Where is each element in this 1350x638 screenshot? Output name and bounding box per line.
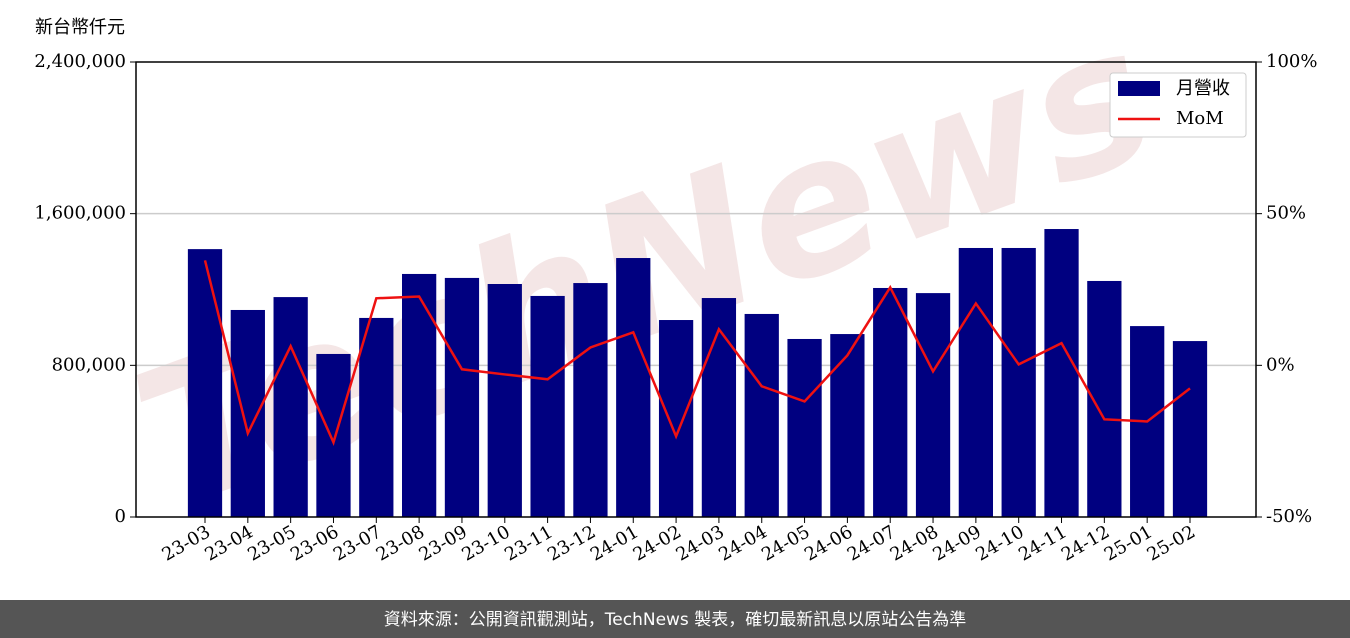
legend-label: 月營收: [1176, 78, 1230, 99]
bar: [1172, 341, 1208, 517]
x-tick-label: 25-02: [1144, 521, 1199, 565]
x-tick-label: 24-04: [715, 521, 770, 565]
bar: [658, 320, 694, 517]
x-tick-label: 25-01: [1101, 521, 1156, 565]
bar: [701, 298, 737, 517]
x-tick-label: 24-10: [972, 521, 1027, 565]
x-tick-label: 23-09: [416, 521, 471, 565]
y-tick-label: 1,600,000: [34, 203, 126, 224]
legend-swatch: [1118, 81, 1160, 96]
bar: [273, 297, 308, 517]
x-tick-label: 24-06: [801, 521, 856, 565]
y2-tick-label: 50%: [1266, 203, 1306, 224]
x-tick-label: 23-10: [458, 521, 513, 565]
bar: [616, 258, 651, 517]
bar: [573, 283, 608, 517]
bar: [530, 295, 565, 517]
bar: [958, 247, 993, 517]
y2-tick-label: 100%: [1266, 51, 1317, 72]
bar: [873, 287, 908, 517]
y2-tick-label: 0%: [1266, 354, 1295, 375]
x-tick-label: 23-07: [330, 521, 385, 565]
bar: [744, 313, 779, 517]
footer-bar: [0, 600, 1350, 638]
bar: [1044, 229, 1079, 517]
legend-label: MoM: [1176, 108, 1224, 129]
x-tick-label: 24-02: [630, 521, 685, 565]
x-tick-label: 24-11: [1015, 521, 1070, 565]
x-tick-label: 23-12: [544, 521, 599, 565]
footer: 資料來源：公開資訊觀測站，TechNews 製表，確切最新訊息以原站公告為準: [384, 610, 966, 630]
bar: [187, 249, 223, 517]
bar: [830, 334, 865, 517]
bar: [787, 338, 822, 517]
bar: [915, 293, 951, 517]
x-tick-label: 24-09: [929, 521, 984, 565]
y-tick-label: 2,400,000: [34, 51, 126, 72]
bar: [359, 317, 394, 517]
bar: [1001, 247, 1036, 517]
x-tick-label: 24-03: [672, 521, 727, 565]
bar: [316, 353, 351, 517]
x-tick-label: 24-07: [844, 521, 899, 565]
plot-frame: [135, 61, 1257, 518]
x-tick-label: 24-05: [758, 521, 813, 565]
x-tick-label: 24-08: [887, 521, 942, 565]
y-tick-label: 800,000: [52, 354, 126, 375]
y-tick-label: 0: [115, 506, 126, 527]
y-axis-label: 新台幣仟元: [35, 17, 125, 38]
x-tick-label: 23-11: [501, 521, 556, 565]
line: [203, 260, 1191, 446]
bar: [487, 284, 522, 517]
bar: [444, 277, 480, 517]
bar: [402, 273, 437, 517]
bar: [230, 309, 265, 517]
x-tick-label: 24-01: [587, 521, 642, 565]
x-tick-label: 24-12: [1058, 521, 1113, 565]
x-tick-label: 23-06: [287, 521, 342, 565]
x-tick-label: 23-08: [373, 521, 428, 565]
y2-tick-label: -50%: [1266, 506, 1312, 527]
